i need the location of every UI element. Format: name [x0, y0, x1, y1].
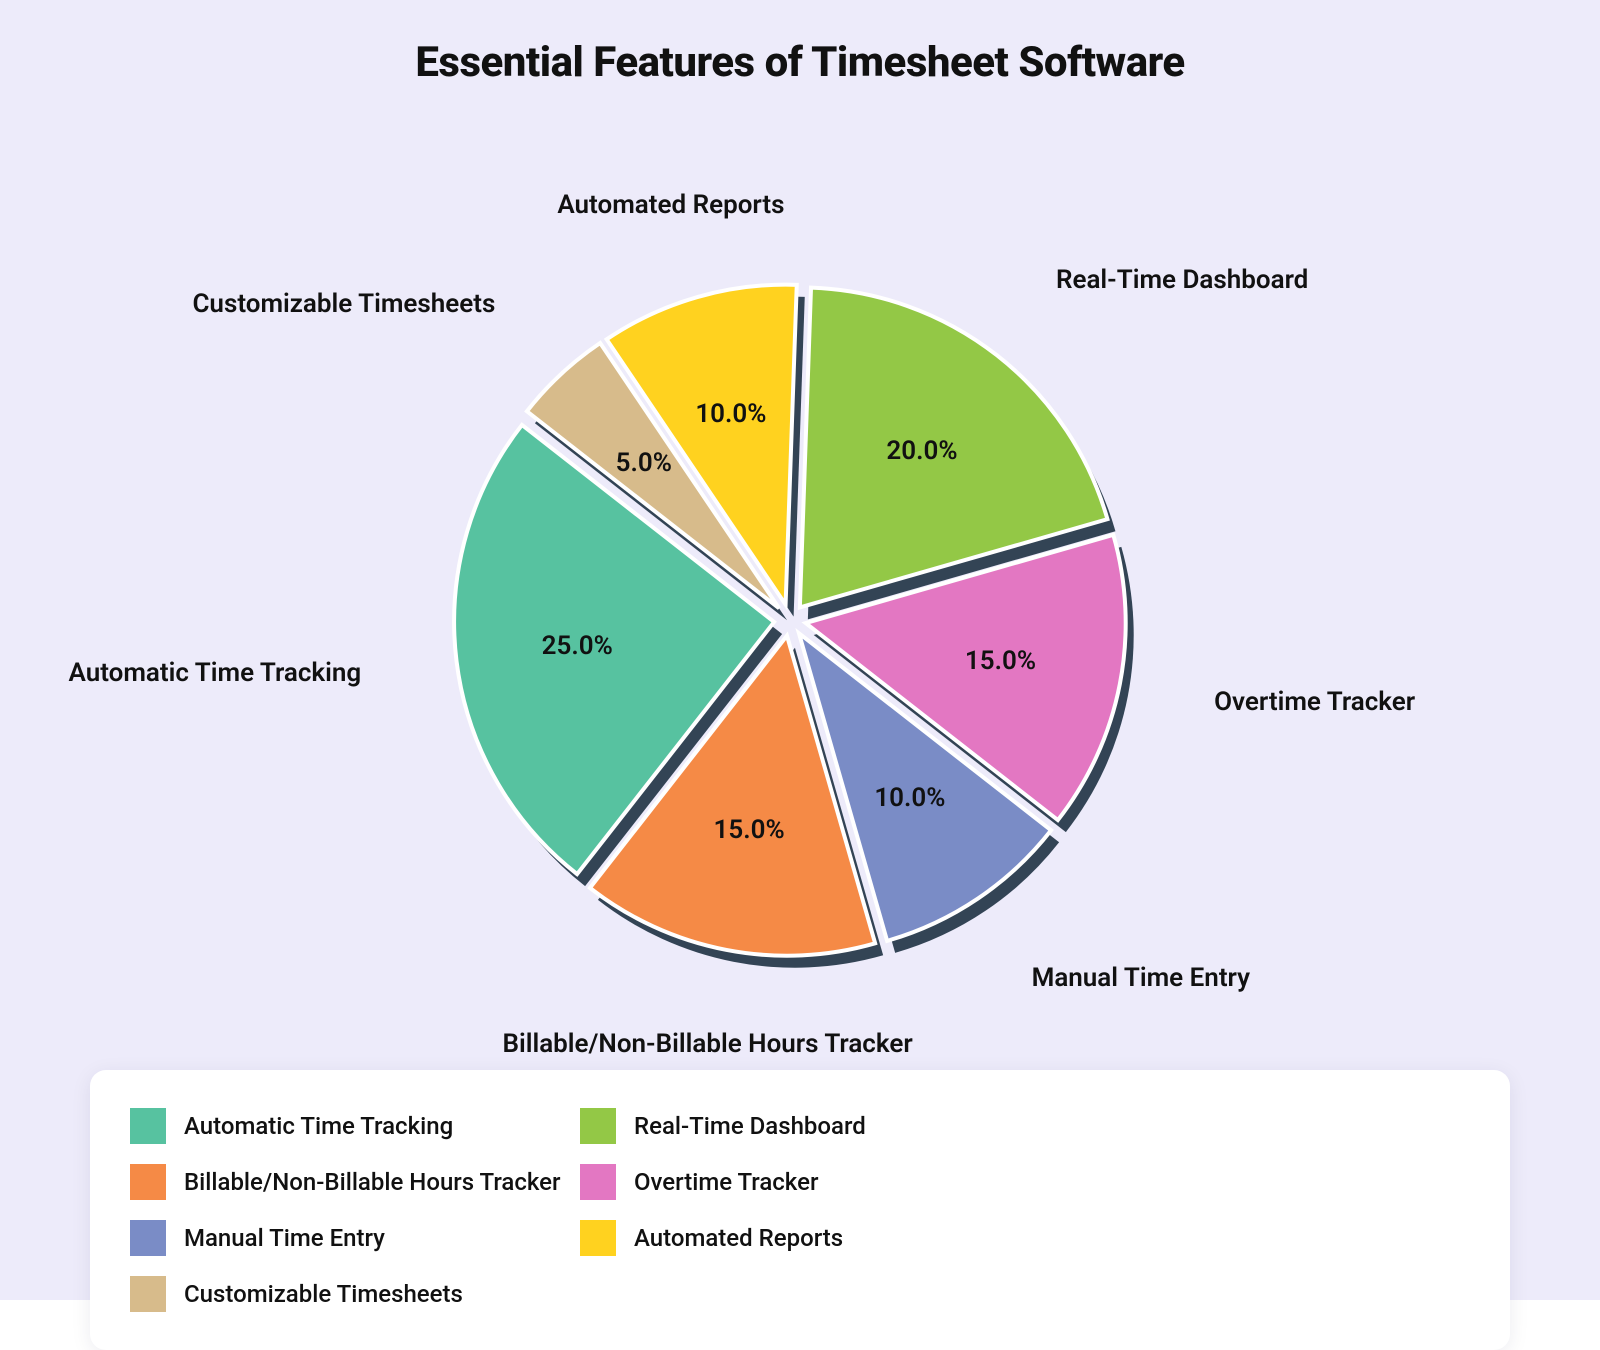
legend-item: Real-Time Dashboard	[580, 1098, 1030, 1154]
pie-slice-label: Automated Reports	[557, 190, 784, 220]
legend-item: Automated Reports	[580, 1210, 1030, 1266]
legend-item: Overtime Tracker	[580, 1154, 1030, 1210]
legend-swatch	[580, 1108, 616, 1144]
legend-item: Manual Time Entry	[130, 1210, 580, 1266]
pie-slice-percent: 10.0%	[695, 399, 766, 429]
pie-slice-percent: 15.0%	[714, 815, 785, 845]
legend-label: Automated Reports	[634, 1224, 843, 1252]
pie-slice-layer	[454, 285, 1126, 956]
legend-item: Customizable Timesheets	[130, 1266, 580, 1322]
pie-slice-percent: 25.0%	[542, 631, 613, 661]
legend-swatch	[130, 1164, 166, 1200]
pie-slice-percent: 10.0%	[874, 783, 945, 813]
pie-slice-label: Manual Time Entry	[1032, 963, 1250, 993]
pie-slice-label: Customizable Timesheets	[192, 289, 495, 319]
legend-item: Billable/Non-Billable Hours Tracker	[130, 1154, 580, 1210]
chart-legend: Automatic Time Tracking Real-Time Dashboa…	[90, 1070, 1510, 1350]
pie-slice-label: Automatic Time Tracking	[68, 658, 361, 688]
pie-slice-label: Billable/Non-Billable Hours Tracker	[502, 1029, 912, 1059]
legend-swatch	[580, 1220, 616, 1256]
legend-label: Billable/Non-Billable Hours Tracker	[184, 1168, 560, 1196]
pie-slice-label: Overtime Tracker	[1214, 687, 1415, 717]
legend-label: Manual Time Entry	[184, 1224, 385, 1252]
legend-item: Automatic Time Tracking	[130, 1098, 580, 1154]
legend-swatch	[130, 1220, 166, 1256]
pie-slice-percent: 15.0%	[965, 646, 1036, 676]
legend-swatch	[130, 1108, 166, 1144]
legend-label: Customizable Timesheets	[184, 1280, 463, 1308]
legend-label: Real-Time Dashboard	[634, 1112, 866, 1140]
pie-slice-percent: 5.0%	[616, 448, 672, 478]
legend-swatch	[580, 1164, 616, 1200]
legend-label: Overtime Tracker	[634, 1168, 818, 1196]
legend-label: Automatic Time Tracking	[184, 1112, 453, 1140]
pie-slice-percent: 20.0%	[886, 436, 957, 466]
legend-swatch	[130, 1276, 166, 1312]
chart-stage: Essential Features of Timesheet Software…	[0, 0, 1600, 1300]
pie-slice-label: Real-Time Dashboard	[1056, 265, 1308, 295]
